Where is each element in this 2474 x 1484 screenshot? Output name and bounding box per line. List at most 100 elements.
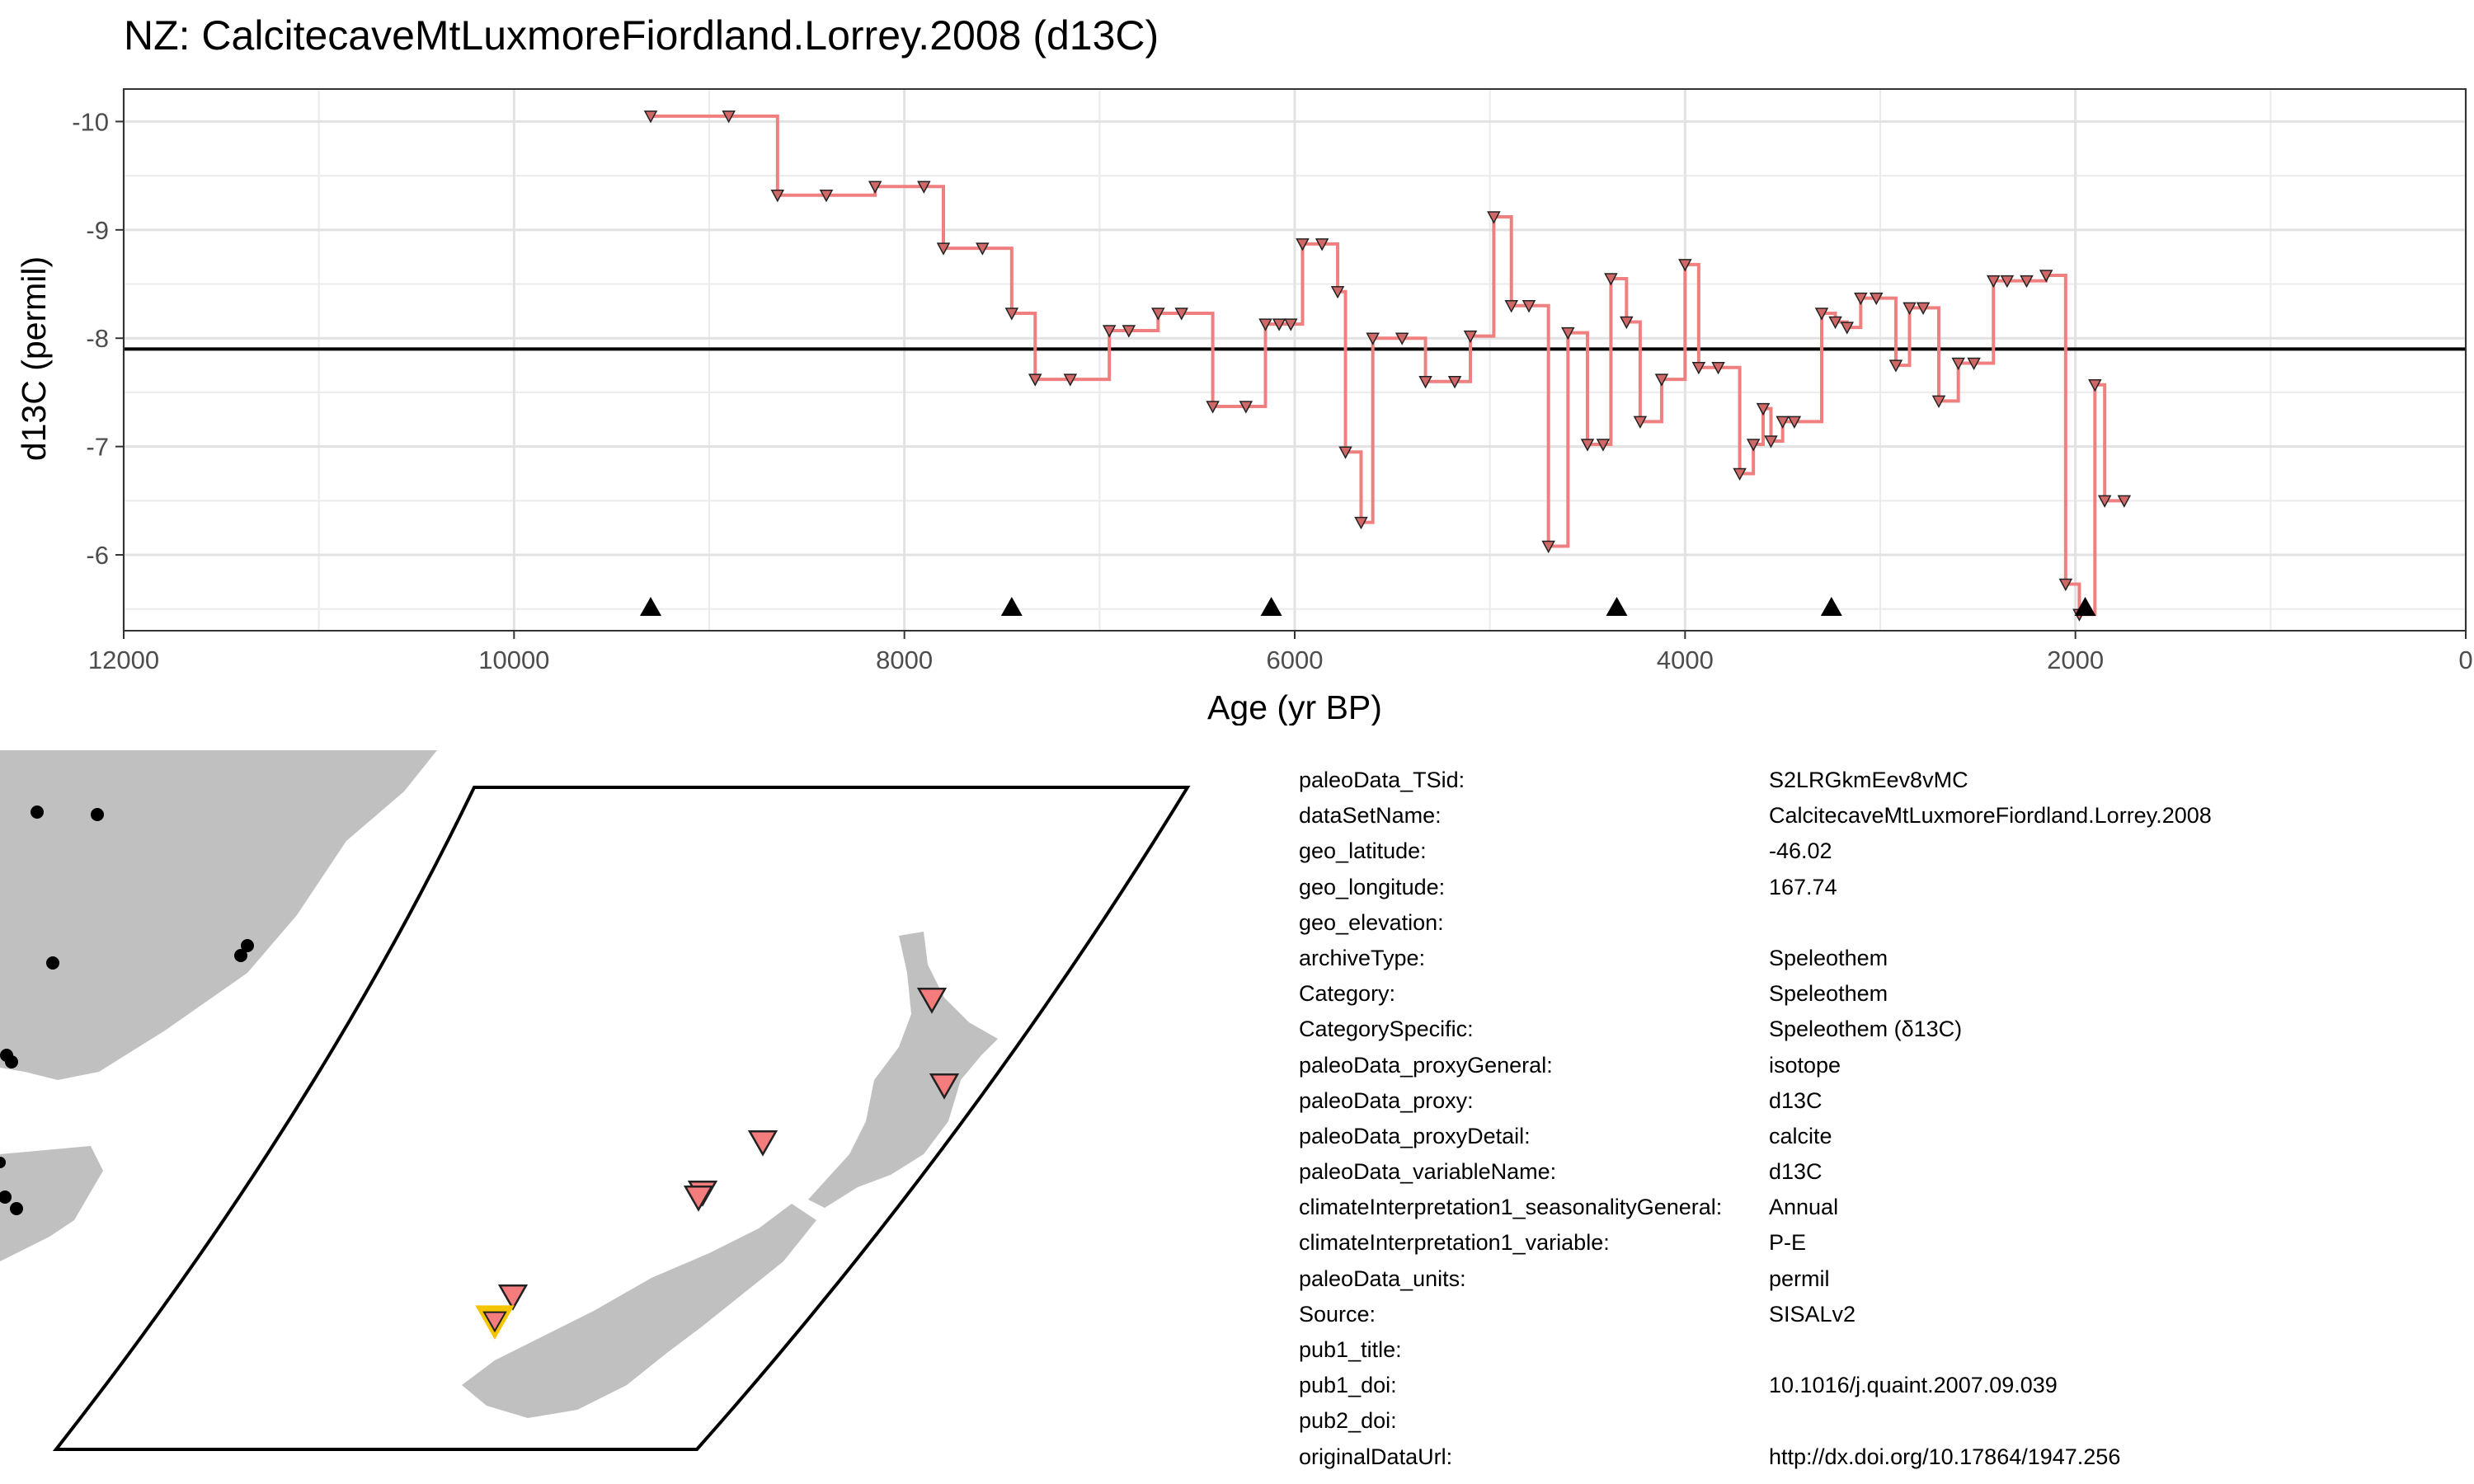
data-point [1028, 373, 1042, 387]
metadata-row: paleoData_proxyDetail: calcite [1299, 1119, 2212, 1154]
metadata-value: SISALv2 [1769, 1301, 1856, 1327]
south-island [462, 1204, 816, 1418]
age-control-marker [640, 597, 661, 616]
site-dot [91, 808, 104, 821]
age-control-marker [2074, 597, 2096, 616]
data-point [722, 110, 736, 124]
data-point [1903, 302, 1917, 316]
data-point [1654, 373, 1669, 387]
australia-mainland [0, 750, 437, 1080]
data-point [1931, 395, 1946, 409]
data-point [1522, 300, 1536, 313]
metadata-value: isotope [1769, 1052, 1841, 1078]
site-dot [241, 939, 254, 952]
series-step-line [651, 114, 2124, 617]
site-dot [10, 1202, 23, 1215]
x-tick-label: 10000 [478, 646, 549, 674]
metadata-key: geo_elevation: [1299, 909, 1444, 935]
metadata-row: CategorySpecific: Speleothem (δ13C) [1299, 1012, 2212, 1047]
data-point [1870, 292, 1884, 306]
series-layer [124, 110, 2466, 622]
metadata-value: Speleothem [1769, 945, 1888, 970]
metadata-value: S2LRGkmEev8vMC [1769, 768, 1968, 792]
metadata-key: climateInterpretation1_variable: [1299, 1230, 1610, 1256]
data-point [1888, 359, 1903, 373]
new-zealand-landmass [462, 932, 998, 1418]
metadata-row: paleoData_proxy: d13C [1299, 1083, 2212, 1119]
chart-title: NZ: CalcitecaveMtLuxmoreFiordland.Lorrey… [124, 12, 1159, 59]
metadata-row: climateInterpretation1_seasonalityGenera… [1299, 1190, 2212, 1225]
data-point [1604, 273, 1618, 286]
data-point [2088, 378, 2102, 392]
data-point [1787, 416, 1802, 429]
metadata-key: pub2_doi: [1299, 1408, 1397, 1434]
data-point [1916, 302, 1931, 316]
data-point [1678, 259, 1692, 272]
data-point [1840, 322, 1855, 335]
metadata-key: paleoData_variableName: [1299, 1159, 1557, 1185]
site-dot [0, 1157, 6, 1168]
data-point [1315, 238, 1329, 251]
metadata-row: pub1_title: [1299, 1332, 2212, 1368]
metadata-row: paleoData_variableName: d13C [1299, 1154, 2212, 1190]
data-point [1746, 439, 1761, 452]
metadata-value: -46.02 [1769, 838, 1832, 864]
x-tick-label: 12000 [88, 646, 159, 674]
data-point [976, 242, 990, 256]
data-point [1284, 318, 1298, 331]
data-point [1541, 540, 1555, 554]
metadata-row: paleoData_TSid: S2LRGkmEev8vMC [1299, 763, 2212, 798]
metadata-key: dataSetName: [1299, 803, 1442, 829]
site-dot [5, 1055, 18, 1068]
data-point [936, 242, 951, 256]
metadata-value: Speleothem (δ13C) [1769, 1017, 1963, 1042]
metadata-key: climateInterpretation1_seasonalityGenera… [1299, 1195, 1723, 1220]
data-point [1296, 238, 1310, 251]
site-dot [0, 1190, 12, 1204]
metadata-key: pub1_doi: [1299, 1373, 1397, 1398]
map-markers [475, 987, 960, 1340]
metadata-value: 10.1016/j.quaint.2007.09.039 [1769, 1373, 2058, 1398]
data-point [1239, 401, 1253, 414]
site-marker [916, 987, 948, 1014]
data-point [643, 110, 658, 124]
d13c-chart: 12000 10000 8000 6000 4000 2000 0 -10 -9 -8 -7 -6 A… [15, 88, 2473, 726]
age-control-marker [1000, 597, 1023, 616]
metadata-value: calcite [1769, 1123, 1832, 1148]
metadata-key: Category: [1299, 981, 1396, 1007]
metadata-value: d13C [1769, 1159, 1823, 1185]
x-axis-title: Age (yr BP) [1207, 688, 1382, 726]
data-point [2097, 495, 2112, 508]
data-point [2117, 495, 2132, 508]
metadata-value: 167.74 [1769, 874, 1837, 899]
metadata-key: geo_latitude: [1299, 838, 1427, 864]
metadata-row: archiveType: Speleothem [1299, 941, 2212, 976]
metadata-key: originalDataUrl: [1299, 1444, 1453, 1469]
data-point [1418, 376, 1432, 389]
data-point [2058, 578, 2073, 592]
data-point [1733, 467, 1747, 481]
metadata-key: Source: [1299, 1301, 1376, 1327]
x-tick-label: 6000 [1267, 646, 1324, 674]
metadata-row: climateInterpretation1_variable: P-E [1299, 1225, 2212, 1261]
metadata-row: Category: Speleothem [1299, 976, 2212, 1012]
data-point [1951, 357, 1965, 371]
location-map [0, 750, 1191, 1451]
metadata-key: paleoData_proxy: [1299, 1087, 1474, 1113]
data-point [868, 181, 882, 194]
site-marker [683, 1185, 714, 1212]
metadata-key: paleoData_proxyDetail: [1299, 1123, 1531, 1148]
data-point [1580, 439, 1595, 452]
metadata-row: geo_longitude: 167.74 [1299, 870, 2212, 905]
metadata-key: pub1_title: [1299, 1337, 1402, 1362]
data-point [1691, 361, 1706, 375]
north-island [808, 932, 998, 1208]
data-point [2000, 275, 2015, 289]
metadata-row: geo_elevation: [1299, 905, 2212, 941]
data-point [1151, 308, 1165, 321]
map-frame [52, 786, 1191, 1451]
site-dot [31, 805, 44, 819]
metadata-value: http://dx.doi.org/10.17864/1947.256 [1769, 1444, 2121, 1469]
metadata-row: dataSetName: CalcitecaveMtLuxmoreFiordlan… [1299, 798, 2212, 834]
data-point [1487, 211, 1501, 224]
